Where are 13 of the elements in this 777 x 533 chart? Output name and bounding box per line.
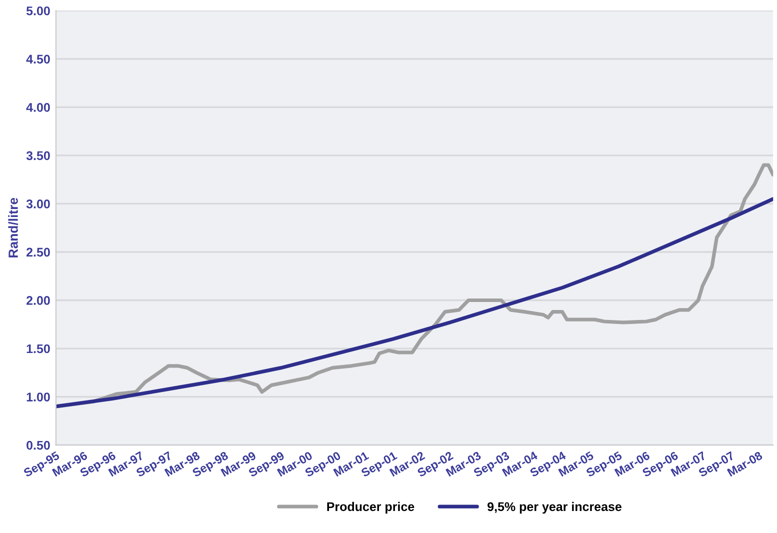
y-tick-label: 3.50 [26,151,50,160]
y-tick-label: 2.00 [26,296,50,305]
y-tick-label: 1.50 [26,344,50,354]
y-tick-label: 4.50 [26,54,50,64]
y-tick-label: 3.00 [26,200,50,208]
y-tick-label: 5.00 [26,6,50,16]
legend-label: 9,5% per year increase [488,502,622,514]
legend-label: Producer price [327,502,414,514]
y-tick-label: 4.00 [26,102,50,112]
y-tick-label: 0.50 [26,440,50,450]
y-axis-title: Rand/litre [8,198,18,258]
y-tick-label: 1.00 [26,392,50,402]
y-tick-label: 2.50 [26,248,50,257]
